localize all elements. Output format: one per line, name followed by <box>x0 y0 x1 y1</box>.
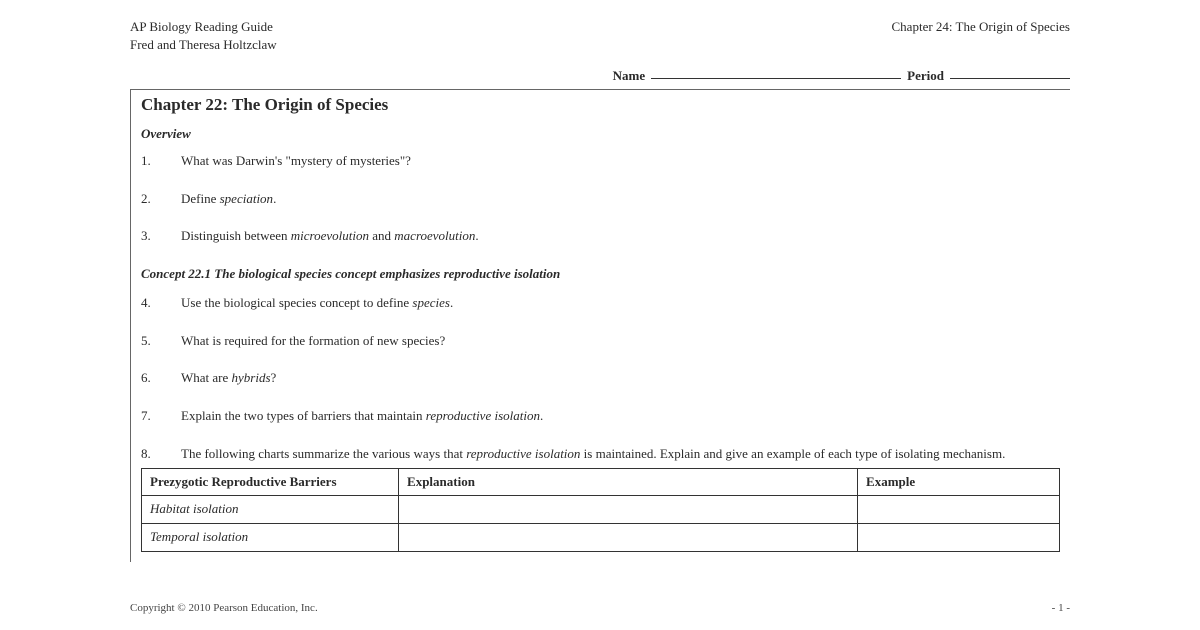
question-text: Distinguish between microevolution and m… <box>181 227 1060 245</box>
question-row: 7. Explain the two types of barriers that… <box>141 407 1060 425</box>
barriers-table: Prezygotic Reproductive Barriers Explana… <box>141 468 1060 552</box>
question-row: 6. What are hybrids? <box>141 369 1060 387</box>
question-text: Define speciation. <box>181 190 1060 208</box>
question-row: 3. Distinguish between microevolution and… <box>141 227 1060 245</box>
header-row: AP Biology Reading Guide Fred and Theres… <box>130 18 1070 53</box>
question-text: What are hybrids? <box>181 369 1060 387</box>
table-row: Temporal isolation <box>142 523 1060 551</box>
question-text: Use the biological species concept to de… <box>181 294 1060 312</box>
page-footer: Copyright © 2010 Pearson Education, Inc.… <box>130 602 1070 614</box>
header-authors: Fred and Theresa Holtzclaw <box>130 36 277 54</box>
question-row: 1. What was Darwin's "mystery of mysterie… <box>141 152 1060 170</box>
question-text: Explain the two types of barriers that m… <box>181 407 1060 425</box>
table-header-example: Example <box>858 469 1060 496</box>
question-number: 3. <box>141 227 159 245</box>
name-label: Name <box>613 67 646 85</box>
question-number: 1. <box>141 152 159 170</box>
period-blank[interactable] <box>950 67 1070 79</box>
question-text: The following charts summarize the vario… <box>181 445 1060 463</box>
table-cell: Temporal isolation <box>142 523 399 551</box>
concept-heading: Concept 22.1 The biological species conc… <box>141 265 1060 283</box>
table-cell[interactable] <box>858 495 1060 523</box>
table-header-barriers: Prezygotic Reproductive Barriers <box>142 469 399 496</box>
name-blank[interactable] <box>651 67 901 79</box>
question-number: 4. <box>141 294 159 312</box>
question-row: 2. Define speciation. <box>141 190 1060 208</box>
question-row: 4. Use the biological species concept to … <box>141 294 1060 312</box>
worksheet-page: AP Biology Reading Guide Fred and Theres… <box>0 0 1200 562</box>
chapter-title: Chapter 22: The Origin of Species <box>141 94 1060 117</box>
table-header-explanation: Explanation <box>399 469 858 496</box>
table-cell[interactable] <box>399 495 858 523</box>
question-row: 8. The following charts summarize the var… <box>141 445 1060 463</box>
question-number: 7. <box>141 407 159 425</box>
header-left: AP Biology Reading Guide Fred and Theres… <box>130 18 277 53</box>
question-text: What is required for the formation of ne… <box>181 332 1060 350</box>
question-number: 2. <box>141 190 159 208</box>
question-number: 8. <box>141 445 159 463</box>
table-cell[interactable] <box>399 523 858 551</box>
period-label: Period <box>907 67 944 85</box>
question-text: What was Darwin's "mystery of mysteries"… <box>181 152 1060 170</box>
footer-page-number: - 1 - <box>1052 602 1070 614</box>
table-body: Habitat isolationTemporal isolation <box>142 495 1060 551</box>
header-guide-title: AP Biology Reading Guide <box>130 18 277 36</box>
table-row: Habitat isolation <box>142 495 1060 523</box>
footer-copyright: Copyright © 2010 Pearson Education, Inc. <box>130 602 318 614</box>
table-cell[interactable] <box>858 523 1060 551</box>
header-right: Chapter 24: The Origin of Species <box>892 18 1070 53</box>
overview-label: Overview <box>141 125 1060 143</box>
table-header-row: Prezygotic Reproductive Barriers Explana… <box>142 469 1060 496</box>
question-number: 6. <box>141 369 159 387</box>
questions-block-2: 4. Use the biological species concept to … <box>141 294 1060 462</box>
question-number: 5. <box>141 332 159 350</box>
questions-block-1: 1. What was Darwin's "mystery of mysterie… <box>141 152 1060 245</box>
content-frame: Chapter 22: The Origin of Species Overvi… <box>130 89 1070 562</box>
table-cell: Habitat isolation <box>142 495 399 523</box>
question-row: 5. What is required for the formation of … <box>141 332 1060 350</box>
name-period-row: Name Period <box>130 67 1070 85</box>
